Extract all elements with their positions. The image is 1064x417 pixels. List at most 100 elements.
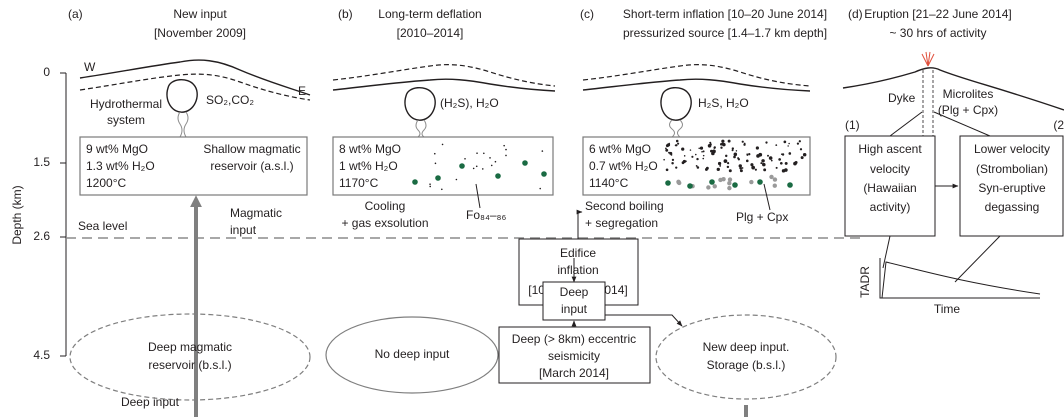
crystal <box>755 169 757 171</box>
panel-title: ~ 30 hrs of activity <box>889 26 986 40</box>
surface <box>80 60 310 95</box>
crystal <box>690 149 691 150</box>
crystal <box>495 173 501 179</box>
crystal <box>459 163 465 169</box>
crystal <box>505 149 507 151</box>
crystal <box>671 154 673 156</box>
process-label: + gas exsolution <box>341 216 428 230</box>
crystal <box>739 167 742 170</box>
crystal <box>703 155 705 157</box>
depth-tick: 4.5 <box>33 348 50 362</box>
composition: 8 wt% MgO <box>339 142 401 156</box>
crystal <box>799 140 801 142</box>
crystal <box>734 153 738 157</box>
microlites-label: (Plg + Cpx) <box>938 103 998 117</box>
edifice-label: Edifice <box>560 246 596 260</box>
panel-label: (a) <box>68 7 83 21</box>
deep-reservoir-label: reservoir (b.s.l.) <box>148 358 231 372</box>
crystal <box>763 168 766 171</box>
composition: 1.3 wt% H₂O <box>86 159 155 173</box>
crystal <box>780 162 783 165</box>
eruption <box>922 52 934 66</box>
crystal <box>677 143 679 145</box>
crystal <box>789 152 792 155</box>
gas-label: (H₂S), H₂O <box>440 96 499 110</box>
depth-tick: 1.5 <box>33 155 50 169</box>
crystal <box>665 149 668 152</box>
deep-reservoir-label: New deep input. <box>703 340 790 354</box>
composition: 0.7 wt% H₂O <box>589 159 658 173</box>
crystal <box>718 162 721 165</box>
crystal <box>803 153 806 156</box>
crystal <box>710 143 712 145</box>
crystal <box>429 186 431 188</box>
crystal <box>727 186 731 190</box>
hydrothermal-label: Hydrothermal <box>90 97 162 111</box>
crystal <box>702 158 704 160</box>
crystal <box>749 180 753 184</box>
deep-input-label: Deep <box>560 285 589 299</box>
crystal <box>698 148 700 150</box>
crystal <box>727 181 731 185</box>
panel-label: (b) <box>338 7 353 21</box>
crystal <box>757 179 763 185</box>
panel-title: [2010–2014] <box>397 26 464 40</box>
time-label: Time <box>934 302 961 316</box>
phase-text: Lower velocity <box>974 142 1050 156</box>
panel-title: Short-term inflation [10–20 June 2014] <box>623 7 827 21</box>
crystal <box>718 178 722 182</box>
crystal <box>503 145 505 147</box>
crystal <box>695 154 697 156</box>
surface-new <box>583 65 810 86</box>
crystal <box>743 144 745 146</box>
crystal <box>727 166 729 168</box>
fluid-path <box>178 112 188 137</box>
panel-label: (c) <box>580 7 594 21</box>
crystal <box>668 152 670 154</box>
fluid-path <box>670 120 683 137</box>
process-label: Second boiling <box>585 199 664 213</box>
crystal <box>761 159 764 162</box>
crystal <box>676 180 680 184</box>
crystal <box>778 158 781 161</box>
crystal <box>751 166 755 170</box>
crystal <box>489 157 491 159</box>
phase-text: activity) <box>870 200 911 214</box>
crystal <box>676 140 679 143</box>
panel-title: Eruption [21–22 June 2014] <box>864 7 1011 21</box>
crystal <box>724 159 728 163</box>
leader <box>955 236 1000 282</box>
crystal <box>482 168 484 170</box>
crystal <box>442 144 444 146</box>
crystal <box>732 149 734 151</box>
crystal <box>758 153 762 157</box>
crystal <box>742 167 744 169</box>
panel-title: pressurized source [1.4–1.7 km depth] <box>623 26 827 40</box>
panel-label: (d) <box>848 7 863 21</box>
crystal <box>665 180 671 186</box>
tadr-label: TADR <box>858 266 872 298</box>
crystal <box>717 168 720 171</box>
crystal <box>788 143 790 145</box>
microlites-label: Microlites <box>943 87 994 101</box>
crystal <box>435 163 437 165</box>
crystal <box>703 150 705 152</box>
crystal <box>665 148 667 150</box>
crystal <box>712 150 716 154</box>
crystal <box>742 141 744 143</box>
crystal <box>505 155 507 157</box>
crystal <box>456 179 458 181</box>
phase-text: (Hawaiian <box>863 181 916 195</box>
crystal <box>681 147 684 150</box>
deep-label: No deep input <box>375 347 450 361</box>
crystal <box>696 158 698 160</box>
east: E <box>298 84 306 98</box>
deep-input-label: Deep input <box>121 395 180 409</box>
crystal <box>728 177 732 181</box>
crystal <box>787 145 788 146</box>
deep-reservoir-label: Deep magmatic <box>148 340 232 354</box>
crystal <box>495 161 497 163</box>
crystal <box>762 163 766 167</box>
crystal <box>683 160 686 163</box>
depth-title: Depth (km) <box>10 185 24 244</box>
